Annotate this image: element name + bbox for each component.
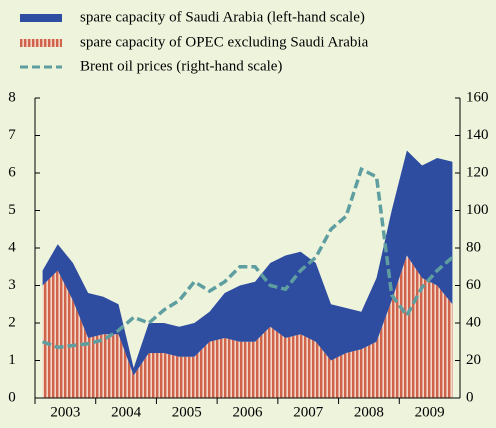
y2-tick-label: 140 [466, 127, 489, 143]
y2-tick-label: 100 [466, 202, 489, 218]
y-tick-label: 4 [8, 239, 16, 255]
y-tick-label: 3 [8, 277, 16, 293]
saudi-area [42, 150, 453, 376]
y2-tick-label: 160 [466, 89, 489, 105]
brent-line [41, 166, 454, 350]
x-tick-label: 2003 [50, 404, 80, 420]
legend-swatch [20, 14, 62, 22]
y-tick-label: 5 [8, 202, 16, 218]
opec-area [42, 255, 453, 398]
legend-label: Brent oil prices (right-hand scale) [80, 58, 282, 74]
y-tick-label: 8 [8, 89, 16, 105]
y2-tick-label: 60 [466, 277, 481, 293]
y-tick-label: 6 [8, 164, 16, 180]
y2-tick-label: 20 [466, 352, 481, 368]
x-tick-label: 2005 [172, 404, 202, 420]
y-tick-label: 0 [8, 389, 16, 405]
y-tick-label: 7 [8, 127, 16, 143]
y2-tick-label: 40 [466, 314, 481, 330]
legend-swatch [20, 39, 62, 47]
x-tick-label: 2006 [233, 404, 264, 420]
legend-label: spare capacity of OPEC excluding Saudi A… [80, 34, 369, 50]
x-tick-label: 2007 [293, 404, 324, 420]
y2-tick-label: 0 [466, 389, 474, 405]
x-tick-label: 2008 [354, 404, 384, 420]
y2-tick-label: 80 [466, 239, 481, 255]
y2-tick-label: 120 [466, 164, 489, 180]
legend-label: spare capacity of Saudi Arabia (left-han… [80, 9, 365, 25]
y-tick-label: 1 [8, 352, 16, 368]
x-tick-label: 2009 [415, 404, 445, 420]
y-tick-label: 2 [8, 314, 16, 330]
x-tick-label: 2004 [111, 404, 142, 420]
